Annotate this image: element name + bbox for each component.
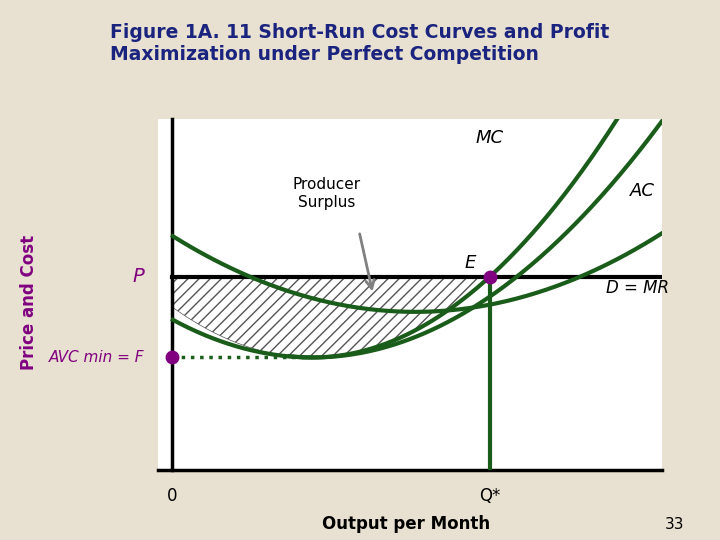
Text: Figure 1A. 11 Short-Run Cost Curves and Profit
Maximization under Perfect Compet: Figure 1A. 11 Short-Run Cost Curves and … <box>110 23 610 64</box>
Text: AC: AC <box>630 182 654 200</box>
Text: D = MR: D = MR <box>606 279 670 296</box>
Text: Producer
Surplus: Producer Surplus <box>292 177 361 210</box>
Text: MC: MC <box>476 130 504 147</box>
Text: P: P <box>132 267 145 286</box>
Text: AVC min = F: AVC min = F <box>49 350 145 365</box>
Text: Q*: Q* <box>479 487 500 505</box>
Text: Price and Cost: Price and Cost <box>19 235 38 370</box>
Text: 0: 0 <box>167 487 178 505</box>
Text: E: E <box>464 254 475 272</box>
Text: Output per Month: Output per Month <box>322 515 490 534</box>
Text: 33: 33 <box>665 517 684 532</box>
